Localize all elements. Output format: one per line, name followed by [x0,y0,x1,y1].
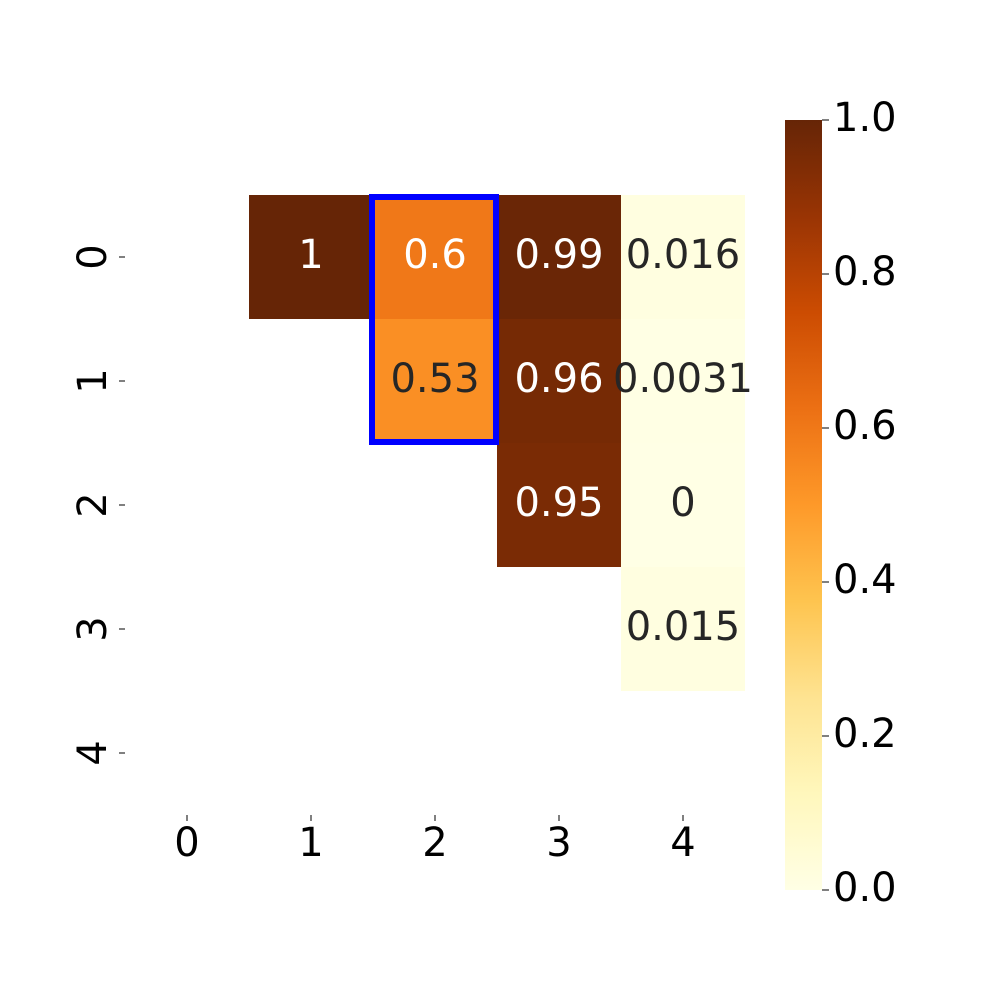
colorbar-tick-label: 0.8 [833,249,897,295]
heatmap-cell [497,195,621,319]
x-tick-label: 1 [298,820,323,866]
cell-label: 0.99 [514,232,603,278]
colorbar-tick-label: 0.2 [833,711,897,757]
y-tick-label: 1 [70,368,116,393]
cell-label: 1 [298,232,323,278]
cell-label: 0.6 [403,232,467,278]
cell-label: 0.015 [626,604,741,650]
x-tick-label: 3 [546,820,571,866]
y-tick-label: 0 [70,244,116,269]
heatmap-cell [621,567,745,691]
heatmap-cell [621,443,745,567]
y-tick-label: 3 [70,616,116,641]
colorbar-tick-label: 1.0 [833,95,897,141]
heatmap-cells: 1 0.6 0.99 0.016 0.53 0.96 0.0031 0.95 0 0.015 [249,195,753,691]
cell-label: 0.016 [626,232,741,278]
x-tick-label: 0 [174,820,199,866]
colorbar [785,120,822,890]
y-tick-label: 4 [70,740,116,765]
colorbar-tick-label: 0.6 [833,403,897,449]
cell-label: 0.96 [514,356,603,402]
cell-label: 0.53 [390,356,479,402]
heatmap-cell [249,195,373,319]
heatmap-cell [621,319,745,443]
heatmap-cell [621,195,745,319]
heatmap-cell [373,319,497,443]
x-tick-label: 2 [422,820,447,866]
cell-label: 0.0031 [613,356,753,402]
heatmap-cell [373,195,497,319]
colorbar-tick-label: 0.4 [833,557,897,603]
heatmap-cell [497,319,621,443]
y-tick-label: 2 [70,492,116,517]
x-tick-label: 4 [670,820,695,866]
colorbar-tick-label: 0.0 [833,865,897,911]
heatmap-cell [497,443,621,567]
highlight-box [369,194,499,445]
cell-label: 0.95 [514,480,603,526]
cell-label: 0 [670,480,695,526]
